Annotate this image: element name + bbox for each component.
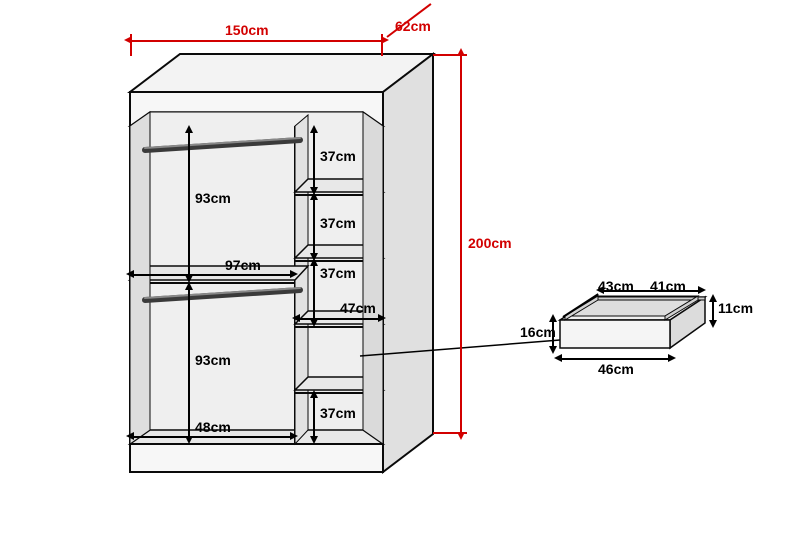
dim-37-b: 37cm bbox=[320, 215, 356, 231]
dim-shelf-48: 48cm bbox=[195, 419, 231, 435]
dim-width: 150cm bbox=[225, 22, 269, 38]
dim-37-a: 37cm bbox=[320, 148, 356, 164]
dim-drawer-43: 43cm bbox=[598, 278, 634, 294]
drawer-illustration bbox=[0, 0, 800, 533]
dim-shelf-47: 47cm bbox=[340, 300, 376, 316]
dim-height: 200cm bbox=[468, 235, 512, 251]
dim-depth: 62cm bbox=[395, 18, 431, 34]
dim-37-d: 37cm bbox=[320, 405, 356, 421]
technical-drawing: 150cm 62cm 200cm 93cm 93cm 97cm 48cm 47c… bbox=[0, 0, 800, 533]
dim-drawer-46: 46cm bbox=[598, 361, 634, 377]
dim-37-c: 37cm bbox=[320, 265, 356, 281]
dim-drawer-11: 11cm bbox=[718, 300, 753, 316]
dim-shelf-97: 97cm bbox=[225, 257, 261, 273]
dim-drawer-16: 16cm bbox=[520, 324, 556, 340]
dim-hanging-lower: 93cm bbox=[195, 352, 231, 368]
dim-hanging-upper: 93cm bbox=[195, 190, 231, 206]
